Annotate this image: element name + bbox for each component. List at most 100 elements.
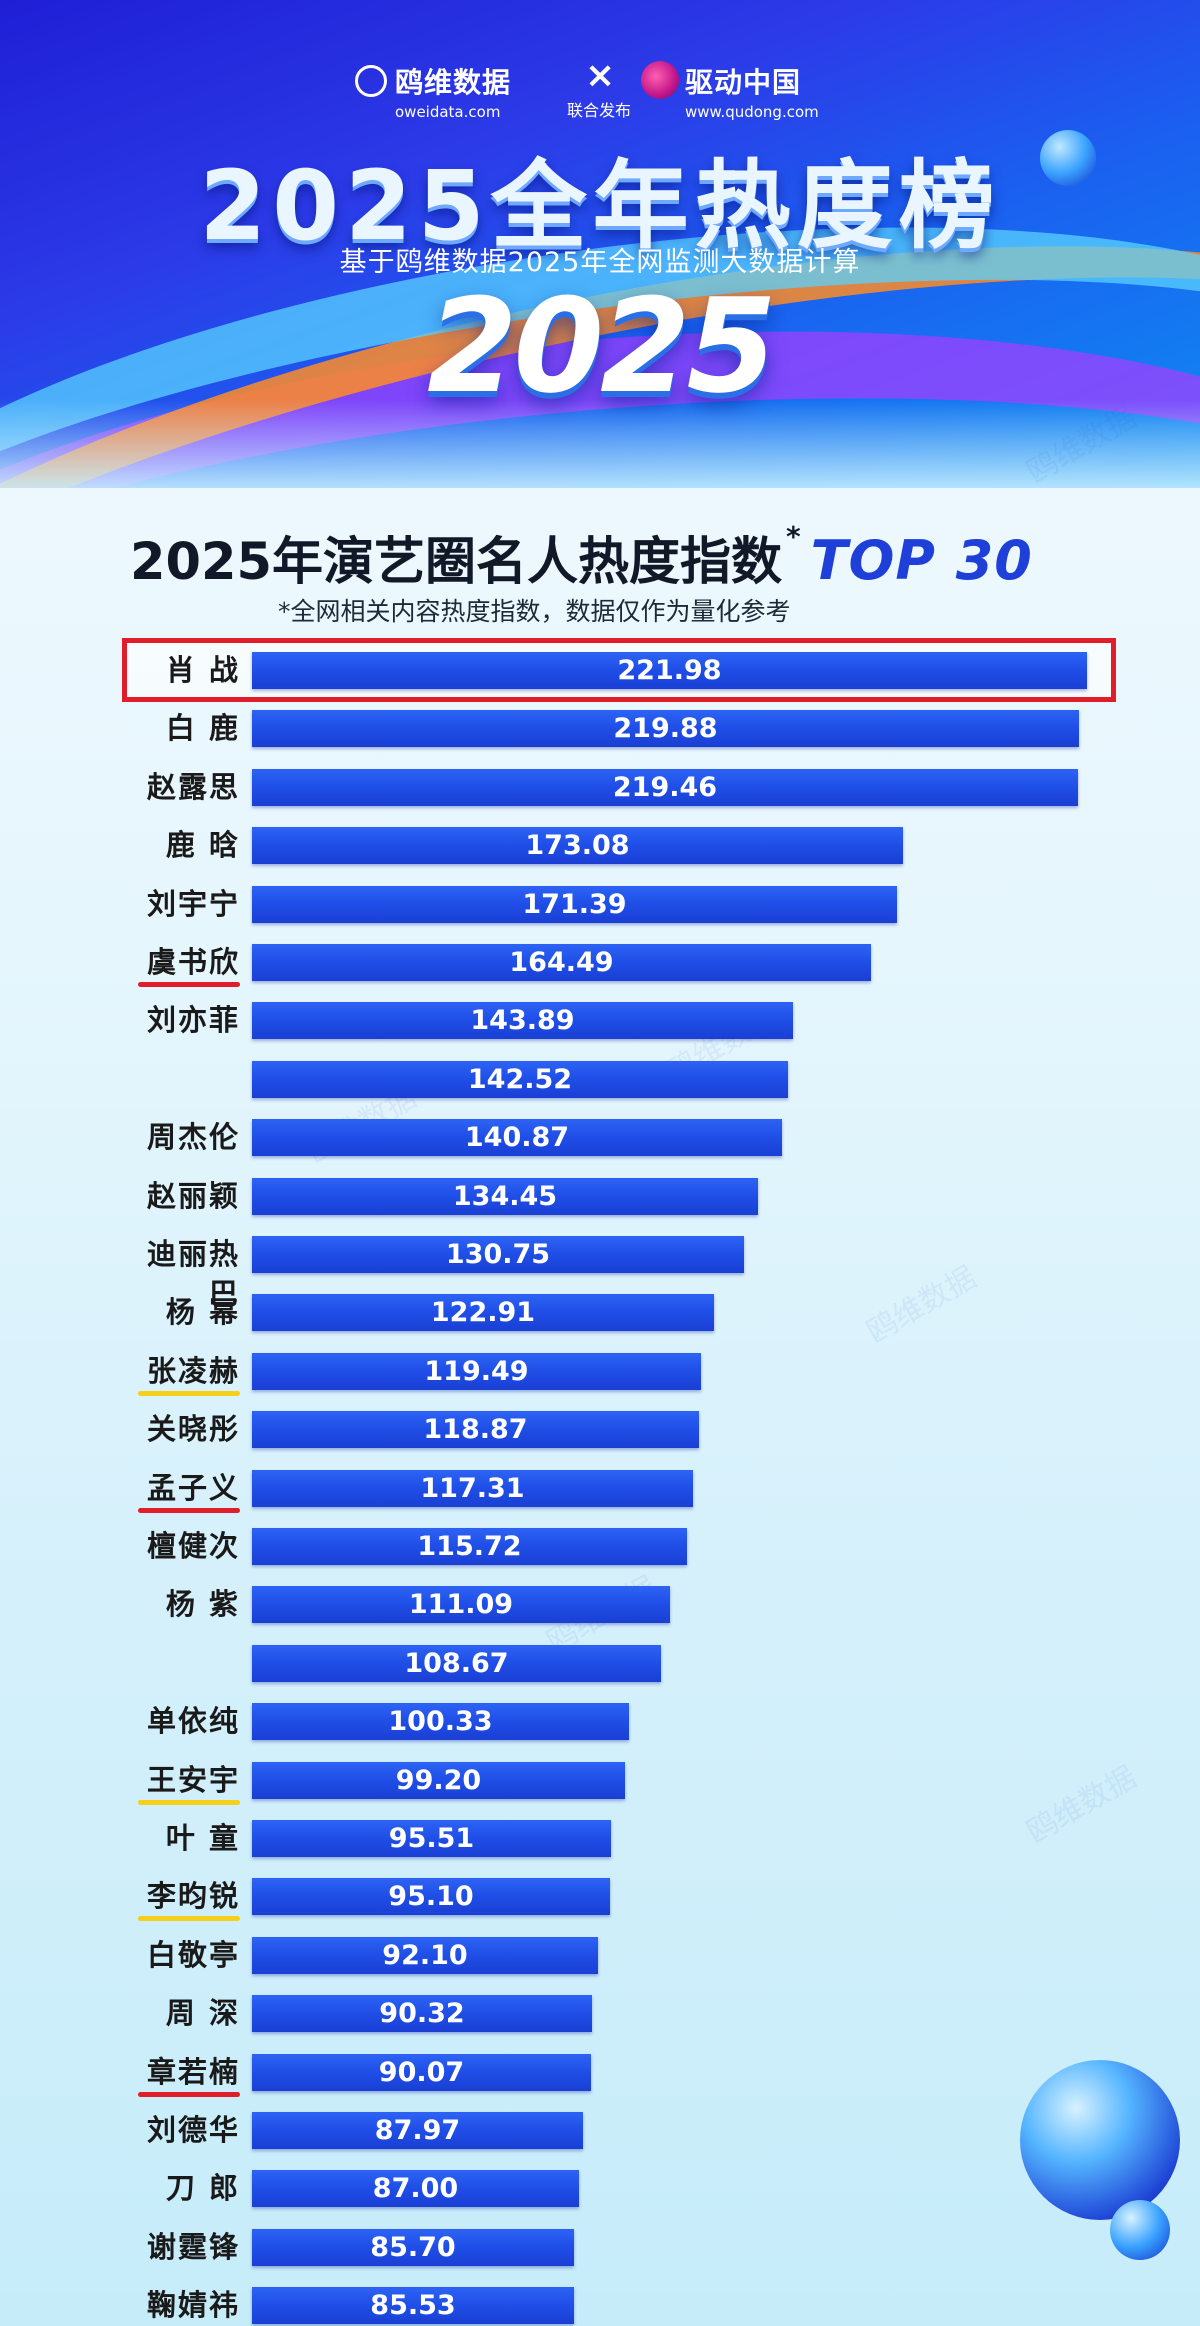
category-label: 孟子义 bbox=[146, 1471, 240, 1505]
bar: 95.10 bbox=[252, 1878, 610, 1915]
category-label: 迪丽热巴 bbox=[146, 1237, 240, 1311]
page-subtitle: 基于鸥维数据2025年全网监测大数据计算 bbox=[339, 247, 861, 278]
data-label: 115.72 bbox=[417, 1531, 522, 1562]
oweidata-logo: 鸥维数据 oweidata.com bbox=[355, 61, 512, 121]
sphere-decoration bbox=[1020, 2060, 1180, 2220]
data-label: 142.52 bbox=[467, 1064, 573, 1095]
times-icon: × bbox=[585, 55, 616, 96]
qudong-logo: 驱动中国 www.qudong.com bbox=[641, 61, 819, 121]
bar: 90.07 bbox=[252, 2054, 591, 2091]
chart-title-mark: * bbox=[785, 520, 801, 553]
sphere-decoration bbox=[1110, 2200, 1170, 2260]
category-label: 王安宇 bbox=[146, 1763, 240, 1797]
bar: 140.87 bbox=[252, 1119, 782, 1156]
bar: 115.72 bbox=[252, 1528, 687, 1565]
category-label: 张凌赫 bbox=[146, 1354, 240, 1388]
bar: 118.87 bbox=[252, 1411, 699, 1448]
bar: 85.53 bbox=[252, 2287, 574, 2324]
bar: 143.89 bbox=[252, 1002, 793, 1039]
category-label: 白 鹿 bbox=[165, 711, 240, 745]
category-label: 赵露思 bbox=[146, 770, 240, 804]
data-label: 85.70 bbox=[370, 2232, 456, 2263]
data-label: 173.08 bbox=[525, 830, 630, 861]
bar: 117.31 bbox=[252, 1470, 693, 1507]
bar: 95.51 bbox=[252, 1820, 611, 1857]
bar: 99.20 bbox=[252, 1762, 625, 1799]
category-label bbox=[120, 1059, 240, 1099]
category-label: 刘亦菲 bbox=[146, 1003, 240, 1037]
data-label: 171.39 bbox=[522, 889, 627, 920]
bar: 92.10 bbox=[252, 1937, 598, 1974]
category-label: 单依纯 bbox=[146, 1704, 240, 1738]
qudong-logo-domain: www.qudong.com bbox=[685, 103, 819, 121]
banner-glow bbox=[0, 400, 1200, 488]
data-label: 85.53 bbox=[370, 2290, 456, 2321]
data-label: 99.20 bbox=[395, 1765, 482, 1796]
data-label: 164.49 bbox=[509, 947, 614, 978]
data-label: 90.07 bbox=[378, 2057, 465, 2088]
bar: 221.98 bbox=[252, 652, 1087, 689]
chart-title-top: TOP 30 bbox=[810, 529, 1033, 592]
data-label: 130.75 bbox=[445, 1239, 551, 1270]
data-label: 118.87 bbox=[423, 1414, 528, 1445]
bar: 171.39 bbox=[252, 886, 897, 923]
bar: 90.32 bbox=[252, 1995, 592, 2032]
category-label: 李昀锐 bbox=[146, 1879, 240, 1913]
year-graphic: 2025 bbox=[427, 270, 777, 422]
category-label: 檀健次 bbox=[146, 1529, 240, 1563]
category-label: 章若楠 bbox=[146, 2055, 240, 2089]
name-underline bbox=[138, 2092, 240, 2097]
category-label bbox=[120, 1643, 240, 1683]
bar: 119.49 bbox=[252, 1353, 701, 1390]
data-label: 219.88 bbox=[613, 713, 718, 744]
joint-release-text: 联合发布 bbox=[567, 101, 632, 120]
category-label: 赵丽颖 bbox=[146, 1179, 240, 1213]
bar: 100.33 bbox=[252, 1703, 629, 1740]
data-label: 119.49 bbox=[424, 1356, 529, 1387]
chart-title-main: 2025年演艺圈名人热度指数 bbox=[130, 533, 782, 592]
sphere-decoration bbox=[1040, 130, 1096, 186]
bar: 87.97 bbox=[252, 2112, 583, 2149]
category-label: 谢霆锋 bbox=[146, 2230, 240, 2264]
category-label: 刘德华 bbox=[146, 2113, 240, 2147]
category-label: 杨 紫 bbox=[165, 1587, 240, 1621]
bar: 134.45 bbox=[252, 1178, 758, 1215]
page-title: 2025全年热度榜 bbox=[199, 150, 1001, 262]
data-label: 111.09 bbox=[408, 1589, 514, 1620]
header-banner: 鸥维数据 oweidata.com × 联合发布 驱动中国 www.qudong… bbox=[0, 0, 1200, 488]
data-label: 87.97 bbox=[374, 2115, 461, 2146]
name-underline bbox=[138, 1800, 240, 1805]
qudong-logo-icon bbox=[641, 61, 679, 99]
oweidata-logo-domain: oweidata.com bbox=[395, 103, 501, 121]
bar: 173.08 bbox=[252, 827, 903, 864]
category-label: 白敬亭 bbox=[146, 1938, 240, 1972]
bar: 164.49 bbox=[252, 944, 871, 981]
data-label: 95.10 bbox=[388, 1881, 474, 1912]
category-label: 周 深 bbox=[165, 1996, 240, 2030]
data-label: 108.67 bbox=[404, 1648, 509, 1679]
data-label: 122.91 bbox=[430, 1297, 536, 1328]
category-label: 肖 战 bbox=[165, 653, 240, 687]
bar: 111.09 bbox=[252, 1586, 670, 1623]
bar: 87.00 bbox=[252, 2170, 579, 2207]
bar: 219.88 bbox=[252, 710, 1079, 747]
bar: 122.91 bbox=[252, 1294, 714, 1331]
bar: 108.67 bbox=[252, 1645, 661, 1682]
data-label: 143.89 bbox=[470, 1005, 575, 1036]
chart-title: 2025年演艺圈名人热度指数 * TOP 30 bbox=[130, 520, 1033, 592]
category-label: 关晓彤 bbox=[146, 1412, 240, 1446]
bar: 142.52 bbox=[252, 1061, 788, 1098]
oweidata-logo-icon bbox=[355, 65, 387, 97]
chart-note: *全网相关内容热度指数，数据仅作为量化参考 bbox=[278, 597, 791, 626]
bar: 130.75 bbox=[252, 1236, 744, 1273]
data-label: 100.33 bbox=[388, 1706, 493, 1737]
data-label: 92.10 bbox=[382, 1940, 468, 1971]
data-label: 95.51 bbox=[388, 1823, 475, 1854]
data-label: 221.98 bbox=[617, 655, 722, 686]
qudong-logo-name: 驱动中国 bbox=[685, 66, 802, 99]
name-underline bbox=[138, 1916, 240, 1921]
category-label: 刀 郎 bbox=[165, 2171, 240, 2205]
oweidata-logo-name: 鸥维数据 bbox=[395, 66, 512, 99]
category-label: 虞书欣 bbox=[146, 945, 240, 979]
